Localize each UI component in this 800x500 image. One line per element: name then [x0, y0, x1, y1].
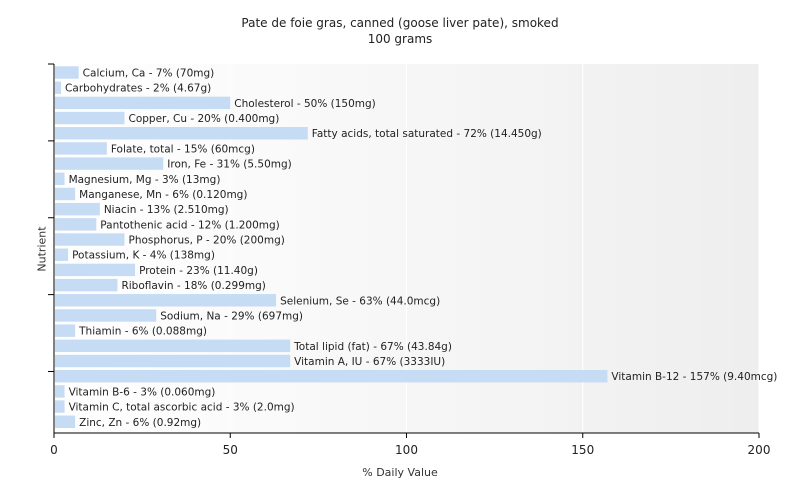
chart-subtitle: 100 grams	[367, 32, 433, 46]
bar	[55, 309, 157, 322]
bar-label: Sodium, Na - 29% (697mg)	[160, 310, 303, 322]
bar	[55, 415, 76, 428]
bars: Calcium, Ca - 7% (70mg) Carbohydrates - 2…	[55, 66, 777, 429]
bar	[55, 218, 97, 231]
bar-label: Niacin - 13% (2.510mg)	[104, 204, 229, 216]
bar-label: Pantothenic acid - 12% (1.200mg)	[100, 219, 279, 231]
x-tick-label: 150	[571, 443, 594, 457]
bar	[55, 96, 231, 110]
bar	[55, 248, 69, 261]
bar-label: Fatty acids, total saturated - 72% (14.4…	[312, 128, 542, 140]
bar-label: Cholesterol - 50% (150mg)	[234, 98, 376, 110]
x-ticks: 0 50 100 150 200	[50, 433, 770, 457]
x-tick-label: 0	[50, 443, 58, 457]
bar	[55, 142, 107, 155]
bar	[55, 324, 76, 337]
x-tick-label: 200	[748, 443, 771, 457]
bar	[55, 172, 65, 186]
bar-label: Carbohydrates - 2% (4.67g)	[65, 83, 211, 95]
bar-label: Total lipid (fat) - 67% (43.84g)	[293, 341, 452, 353]
bar	[55, 66, 79, 79]
bar-label: Vitamin B-6 - 3% (0.060mg)	[69, 386, 216, 398]
bar	[55, 263, 136, 277]
bar	[55, 339, 291, 353]
bar	[55, 369, 608, 383]
bar-label: Thiamin - 6% (0.088mg)	[78, 326, 207, 338]
x-axis-label: % Daily Value	[362, 466, 438, 479]
bar	[55, 385, 65, 398]
bar-label: Manganese, Mn - 6% (0.120mg)	[79, 189, 247, 201]
bar-label: Iron, Fe - 31% (5.50mg)	[167, 159, 291, 171]
bar	[55, 278, 118, 292]
bar	[55, 400, 65, 413]
x-tick-label: 100	[395, 443, 418, 457]
bar-label: Protein - 23% (11.40g)	[139, 265, 258, 277]
bar	[55, 202, 100, 216]
bar-label: Vitamin B-12 - 157% (9.40mcg)	[611, 371, 777, 383]
bar-label: Phosphorus, P - 20% (200mg)	[129, 235, 285, 247]
bar	[55, 157, 164, 170]
bar-label: Magnesium, Mg - 3% (13mg)	[69, 174, 221, 186]
x-tick-label: 50	[223, 443, 238, 457]
bar	[55, 81, 62, 94]
bar-label: Zinc, Zn - 6% (0.92mg)	[79, 417, 201, 429]
bar-label: Vitamin A, IU - 67% (3333IU)	[294, 356, 445, 368]
bar	[55, 111, 125, 125]
bar-label: Selenium, Se - 63% (44.0mcg)	[280, 295, 440, 307]
bar-label: Vitamin C, total ascorbic acid - 3% (2.0…	[69, 402, 295, 414]
bar-label: Folate, total - 15% (60mcg)	[111, 143, 255, 155]
bar	[55, 354, 291, 368]
bar-label: Calcium, Ca - 7% (70mg)	[83, 68, 215, 80]
bar	[55, 127, 308, 140]
bar	[55, 233, 125, 246]
bar	[55, 187, 76, 201]
bar-label: Copper, Cu - 20% (0.400mg)	[129, 113, 280, 125]
bar-label: Riboflavin - 18% (0.299mg)	[121, 280, 265, 292]
bar	[55, 294, 277, 307]
chart-title: Pate de foie gras, canned (goose liver p…	[241, 16, 559, 30]
bar-label: Potassium, K - 4% (138mg)	[72, 250, 215, 262]
